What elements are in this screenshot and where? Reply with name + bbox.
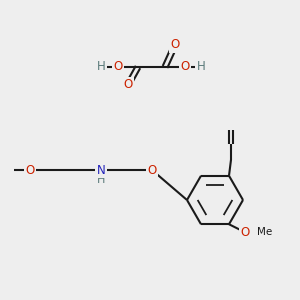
Text: O: O <box>26 164 34 176</box>
Text: O: O <box>113 61 123 74</box>
Text: O: O <box>180 61 190 74</box>
Text: O: O <box>123 79 133 92</box>
Text: N: N <box>97 164 105 176</box>
Text: O: O <box>170 38 180 52</box>
Text: H: H <box>97 175 105 185</box>
Text: O: O <box>240 226 250 239</box>
Text: Me: Me <box>257 227 272 237</box>
Text: H: H <box>97 61 105 74</box>
Text: H: H <box>196 61 206 74</box>
Text: O: O <box>147 164 157 176</box>
